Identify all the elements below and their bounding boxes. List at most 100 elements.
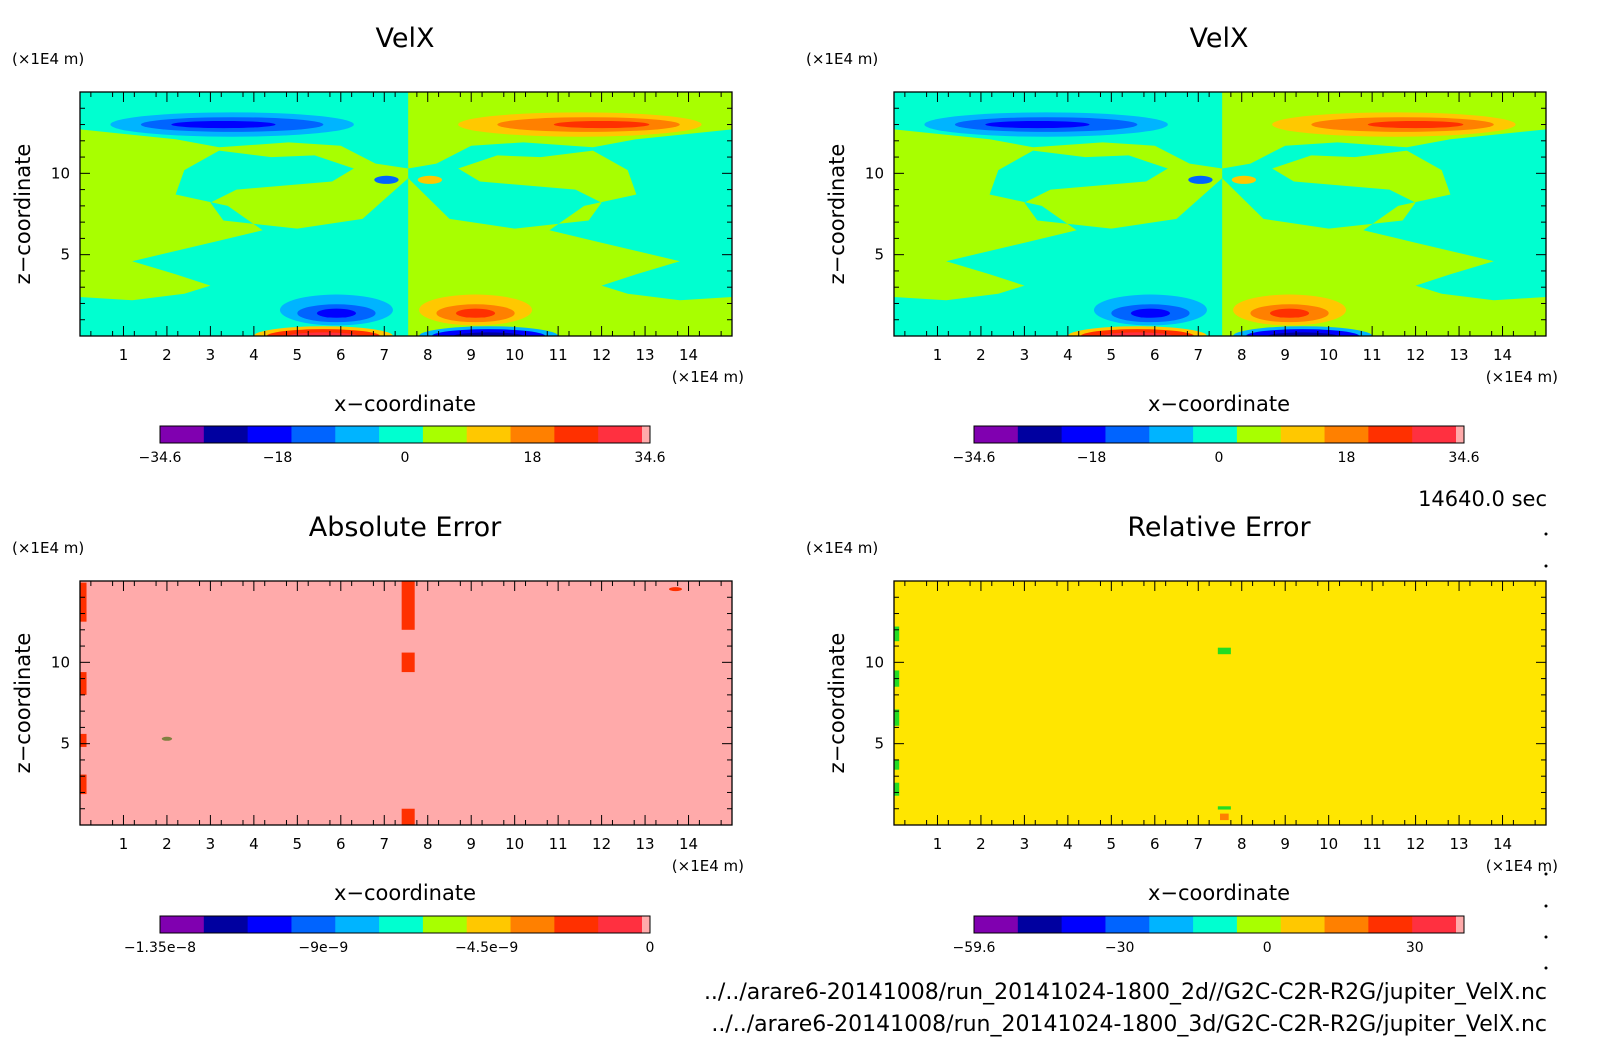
colorbar-segment xyxy=(335,916,380,933)
x-tick-label: 12 xyxy=(592,835,611,853)
x-tick-label: 12 xyxy=(1406,835,1425,853)
y-unit-label: (×1E4 m) xyxy=(12,50,84,68)
colorbar-segment xyxy=(160,426,205,443)
eddy-positive xyxy=(1231,175,1257,184)
y-tick-label: 5 xyxy=(60,735,70,753)
colorbar-segment xyxy=(1193,426,1238,443)
x-tick-label: 1 xyxy=(933,835,943,853)
x-tick-label: 3 xyxy=(1020,346,1030,364)
field-error xyxy=(80,581,732,825)
colorbar-tick-label: −30 xyxy=(1105,940,1135,956)
colorbar-tick-label: 18 xyxy=(1338,450,1356,466)
chart-title: VelX xyxy=(376,23,435,54)
colorbar-segment xyxy=(1017,916,1063,933)
colorbar-tick-label: 30 xyxy=(1406,940,1424,956)
x-tick-label: 2 xyxy=(976,346,986,364)
colorbar-tick-label: −59.6 xyxy=(953,940,996,956)
x-tick-label: 8 xyxy=(1237,835,1247,853)
x-tick-label: 13 xyxy=(1450,835,1469,853)
chart-title: Absolute Error xyxy=(309,512,502,543)
colorbar-segment xyxy=(466,426,512,443)
y-unit-label: (×1E4 m) xyxy=(806,539,878,557)
y-axis-label: z−coordinate xyxy=(825,633,849,774)
x-tick-label: 14 xyxy=(679,346,698,364)
y-axis-label: z−coordinate xyxy=(825,144,849,285)
rel-edge-3 xyxy=(894,709,900,726)
axes xyxy=(893,580,1547,826)
colorbar-segment xyxy=(1017,426,1063,443)
x-tick-label: 11 xyxy=(1363,346,1382,364)
x-tick-label: 6 xyxy=(336,835,346,853)
colorbar-tick-label: −34.6 xyxy=(953,450,996,466)
x-tick-label: 9 xyxy=(1280,835,1290,853)
error-strip-bottom xyxy=(401,808,415,825)
x-tick-label: 8 xyxy=(423,346,433,364)
plot-frame xyxy=(79,580,733,826)
colorbar-tick-label: −18 xyxy=(1077,450,1107,466)
y-tick-label: 5 xyxy=(874,735,884,753)
colorbar: −34.6 −18 0 18 34.6 xyxy=(139,425,666,466)
colorbar-segment xyxy=(1149,426,1194,443)
jet-negative-core xyxy=(985,120,1090,129)
colorbar-segment xyxy=(598,916,643,933)
colorbar-frame xyxy=(973,425,1465,444)
colorbar-segment xyxy=(1324,426,1369,443)
colorbar-tick-label: −18 xyxy=(263,450,293,466)
x-unit-label: (×1E4 m) xyxy=(1486,368,1558,386)
error-strip-top xyxy=(401,581,415,630)
x-tick-label: 3 xyxy=(1020,835,1030,853)
decorative-dots xyxy=(1544,532,1548,970)
x-tick-label: 11 xyxy=(549,835,568,853)
colorbar-segment xyxy=(422,916,468,933)
jet-negative-core xyxy=(171,120,276,129)
x-tick-label: 1 xyxy=(119,835,129,853)
colorbar-segment xyxy=(379,916,424,933)
x-tick-label: 5 xyxy=(1107,346,1117,364)
y-tick-label: 10 xyxy=(51,164,70,182)
colorbar-segment xyxy=(466,916,512,933)
rel-edge-5 xyxy=(894,782,900,796)
x-tick-label: 3 xyxy=(206,346,216,364)
error-edge-3 xyxy=(80,733,87,747)
colorbar-segment xyxy=(203,426,249,443)
y-unit-label: (×1E4 m) xyxy=(12,539,84,557)
footer-file-2d: ../../arare6-20141008/run_20141024-1800_… xyxy=(704,980,1547,1005)
y-tick-label: 10 xyxy=(865,653,884,671)
x-tick-label: 9 xyxy=(466,835,476,853)
rel-error-spot-low xyxy=(1217,806,1231,810)
eddy-positive xyxy=(417,175,443,184)
colorbar-frame xyxy=(159,425,651,444)
colorbar-segment xyxy=(247,426,292,443)
error-edge-1 xyxy=(80,582,87,622)
field-contours xyxy=(80,92,732,336)
x-tick-label: 6 xyxy=(336,346,346,364)
x-tick-label: 6 xyxy=(1150,346,1160,364)
jet-positive-core xyxy=(1367,120,1464,129)
error-spot-top-right xyxy=(668,587,683,592)
colorbar-segment xyxy=(1149,916,1194,933)
y-tick-label: 5 xyxy=(60,246,70,264)
axes xyxy=(893,91,1547,337)
x-tick-label: 7 xyxy=(379,835,389,853)
colorbar-segment xyxy=(510,916,555,933)
colorbar-segment xyxy=(974,916,1019,933)
colorbar-segment xyxy=(1280,426,1326,443)
colorbar-segment xyxy=(422,426,468,443)
x-tick-label: 9 xyxy=(1280,346,1290,364)
left-middle-cyan xyxy=(894,150,1223,336)
x-tick-label: 13 xyxy=(1450,346,1469,364)
colorbar-segment xyxy=(554,916,599,933)
x-tick-label: 5 xyxy=(293,346,303,364)
x-tick-label: 14 xyxy=(679,835,698,853)
x-tick-label: 2 xyxy=(976,835,986,853)
x-tick-label: 7 xyxy=(1193,346,1203,364)
colorbar-segment xyxy=(1412,426,1457,443)
y-tick-label: 10 xyxy=(865,164,884,182)
colorbar-segment xyxy=(1280,916,1326,933)
lower-positive-core xyxy=(455,308,496,318)
x-tick-label: 10 xyxy=(1319,835,1338,853)
x-tick-label: 11 xyxy=(549,346,568,364)
x-tick-label: 7 xyxy=(379,346,389,364)
